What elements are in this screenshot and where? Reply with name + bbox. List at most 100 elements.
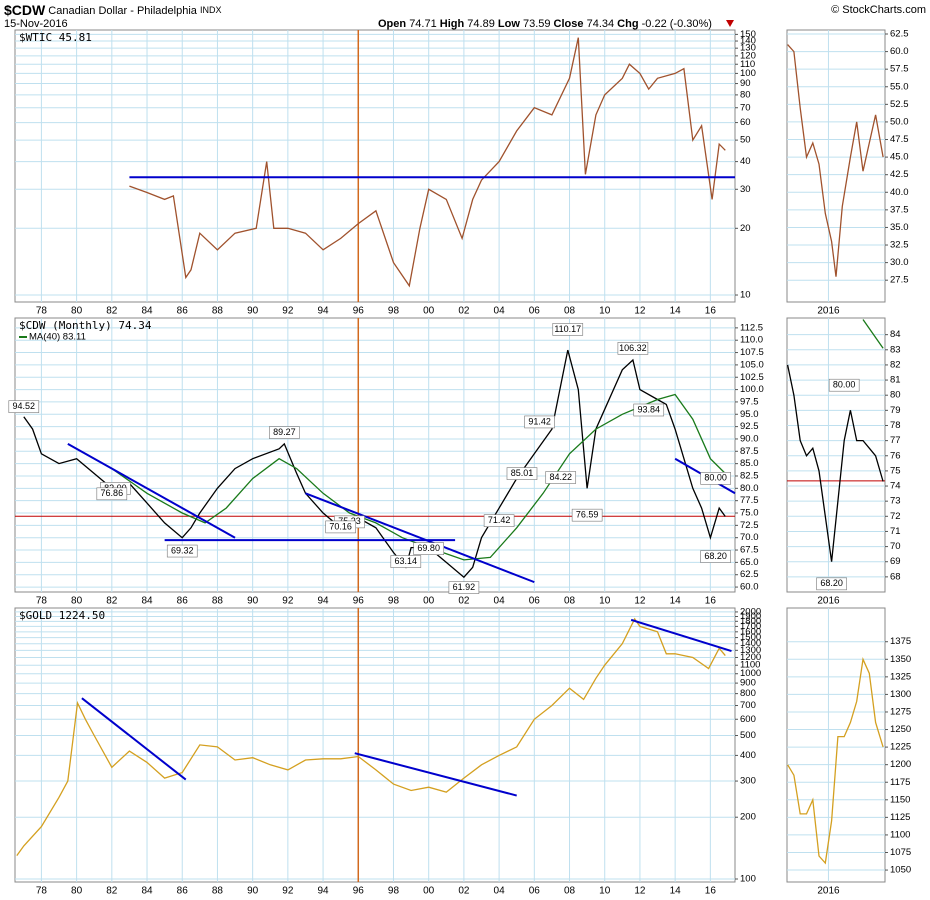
y-tick-label: 107.5	[740, 347, 764, 358]
y-tick-label: 1175	[890, 777, 910, 788]
annotation-label: 94.52	[13, 401, 36, 411]
y-tick-label: 2000	[740, 606, 761, 617]
y-tick-label: 70.0	[740, 532, 759, 543]
y-tick-label: 84	[890, 329, 901, 340]
y-tick-label: 47.5	[890, 134, 909, 145]
x-tick-label: 00	[423, 596, 435, 607]
annotation-label: 91.42	[528, 416, 551, 426]
y-tick-label: 10	[740, 290, 751, 301]
x-tick-label: 04	[494, 306, 506, 317]
y-tick-label: 300	[740, 776, 756, 787]
trend-line	[305, 492, 535, 584]
x-tick-label: 78	[36, 596, 48, 607]
quote-value: -0.22 (-0.30%)	[642, 18, 712, 30]
y-tick-label: 40	[740, 156, 751, 167]
y-tick-label: 68	[890, 571, 901, 582]
y-tick-label: 60.0	[740, 582, 759, 593]
y-tick-label: 65.0	[740, 557, 759, 568]
y-tick-label: 87.5	[740, 446, 759, 457]
y-tick-label: 57.5	[890, 64, 909, 75]
y-tick-label: 97.5	[740, 396, 759, 407]
exchange: INDX	[200, 5, 222, 15]
x-tick-label: 92	[282, 306, 294, 317]
y-tick-label: 70	[740, 102, 751, 113]
annotation-box	[571, 508, 603, 522]
x-tick-label: 14	[670, 886, 682, 897]
series-line	[787, 657, 884, 865]
x-tick-label: 14	[670, 306, 682, 317]
x-tick-label: 2016	[817, 886, 840, 897]
y-tick-label: 1250	[890, 724, 911, 735]
x-tick-label: 16	[705, 596, 717, 607]
y-tick-label: 1100	[740, 660, 760, 671]
x-tick-label: 08	[564, 596, 576, 607]
plot-area	[14, 317, 736, 593]
y-tick-label: 1800	[740, 616, 761, 627]
quote-label: Close	[554, 18, 584, 30]
y-tick-label: 1075	[890, 847, 911, 858]
annotation-box	[617, 342, 649, 355]
y-tick-label: 72	[890, 511, 901, 522]
annotation-box	[390, 555, 422, 568]
annotation-label: 68.20	[704, 551, 727, 561]
x-tick-label: 98	[388, 886, 400, 897]
annotation-label: 69.32	[171, 545, 194, 555]
x-tick-label: 14	[670, 596, 682, 607]
y-tick-label: 42.5	[890, 169, 909, 180]
y-tick-label: 130	[740, 43, 756, 54]
y-tick-label: 1200	[740, 652, 761, 663]
trend-line	[67, 443, 236, 539]
symbol: $CDW	[4, 2, 46, 18]
plot-area	[786, 29, 886, 303]
annotation-label: 61.92	[453, 582, 476, 592]
x-tick-label: 86	[177, 306, 189, 317]
x-tick-label: 92	[282, 596, 294, 607]
y-tick-label: 72.5	[740, 520, 759, 531]
y-tick-label: 67.5	[740, 545, 759, 556]
annotation-label: 80.00	[833, 380, 856, 390]
x-tick-label: 88	[212, 886, 224, 897]
y-tick-label: 1050	[890, 865, 911, 876]
annotation-box	[448, 581, 480, 594]
annotation-box	[413, 542, 444, 555]
legend-label: $WTIC 45.81	[19, 31, 92, 44]
y-tick-label: 79	[890, 405, 901, 416]
y-tick-label: 81	[890, 375, 901, 386]
y-tick-label: 1225	[890, 742, 911, 753]
y-tick-label: 1000	[740, 668, 761, 679]
annotation-label: 89.27	[273, 427, 296, 437]
annotation-label: 76.86	[101, 488, 124, 498]
y-tick-label: 1600	[740, 626, 761, 637]
annotation-label: 85.01	[511, 468, 534, 478]
y-tick-label: 600	[740, 714, 756, 725]
down-arrow	[726, 20, 734, 27]
y-tick-label: 92.5	[740, 421, 759, 432]
series-line	[862, 319, 884, 349]
y-tick-label: 27.5	[890, 275, 909, 286]
x-tick-label: 86	[177, 886, 189, 897]
plot-area	[786, 607, 886, 883]
annotation-label: 70.16	[329, 521, 352, 531]
x-tick-label: 02	[458, 306, 470, 317]
x-tick-label: 90	[247, 596, 259, 607]
annotation-box	[633, 403, 665, 417]
x-tick-label: 88	[212, 306, 224, 317]
y-tick-label: 110.0	[740, 335, 763, 346]
x-tick-label: 12	[634, 306, 646, 317]
y-tick-label: 1300	[740, 645, 761, 656]
x-tick-label: 94	[318, 886, 330, 897]
x-tick-label: 08	[564, 886, 576, 897]
y-tick-label: 500	[740, 730, 756, 741]
series-line	[786, 364, 884, 562]
y-tick-label: 76	[890, 450, 901, 461]
x-tick-label: 96	[353, 596, 365, 607]
x-tick-label: 00	[423, 886, 435, 897]
annotation-box	[506, 467, 538, 480]
plot-area	[14, 29, 736, 303]
y-tick-label: 100	[740, 68, 756, 79]
y-tick-label: 95.0	[740, 409, 759, 420]
y-tick-label: 62.5	[890, 29, 909, 40]
x-tick-label: 90	[247, 886, 259, 897]
x-tick-label: 94	[318, 306, 330, 317]
y-tick-label: 60	[740, 117, 751, 128]
